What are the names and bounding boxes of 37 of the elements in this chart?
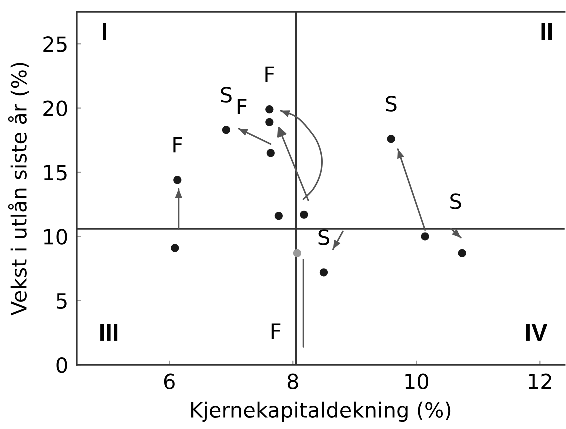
annotation: S [386, 96, 397, 112]
annotation: F [266, 66, 274, 82]
annotation: F [174, 137, 182, 153]
y-axis-title: Vekst i utlån siste år (%) [8, 63, 30, 316]
annotation: S [450, 194, 462, 210]
annotation: III [100, 324, 118, 341]
x-tick-label: 10 [406, 374, 429, 390]
annotation: S [318, 230, 330, 246]
y-tick-label: 20 [44, 100, 68, 117]
point [274, 212, 283, 220]
x-tick-label: 8 [288, 374, 298, 390]
point [266, 106, 274, 114]
y-tick-label: 15 [44, 165, 67, 181]
y-tick-label: 5 [56, 294, 67, 310]
point [293, 249, 302, 258]
point [174, 176, 182, 184]
x-axis-title: Kjernekapitaldekning (%) [192, 402, 451, 422]
x-tick-label: 6 [164, 374, 175, 390]
point [387, 135, 396, 144]
annotation: I [102, 23, 106, 40]
point [320, 268, 328, 277]
point [458, 249, 466, 258]
point [222, 126, 230, 134]
point [266, 149, 275, 158]
annotation: F [238, 99, 247, 114]
point [421, 232, 430, 241]
annotation: F [272, 324, 281, 339]
annotation: S [221, 87, 232, 103]
x-tick-label: 12 [529, 374, 552, 390]
point [300, 210, 308, 219]
y-tick-label: 25 [44, 36, 67, 52]
point [266, 118, 274, 126]
annotation: II [542, 23, 552, 40]
point [171, 244, 180, 252]
annotation: IV [526, 324, 548, 341]
y-tick-label: 0 [56, 358, 68, 374]
y-tick-label: 10 [44, 229, 68, 245]
